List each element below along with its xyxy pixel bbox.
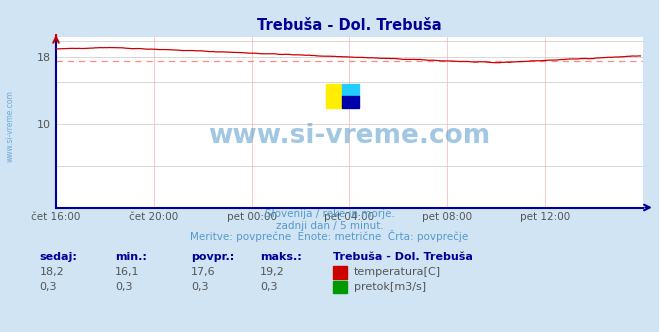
Text: 0,3: 0,3 [191,282,209,291]
Text: 0,3: 0,3 [40,282,57,291]
Text: povpr.:: povpr.: [191,252,235,262]
Text: 19,2: 19,2 [260,267,285,277]
Text: Slovenija / reke in morje.: Slovenija / reke in morje. [264,209,395,219]
Text: 0,3: 0,3 [115,282,133,291]
Text: maks.:: maks.: [260,252,302,262]
Text: sedaj:: sedaj: [40,252,77,262]
Bar [326,84,342,108]
Text: 0,3: 0,3 [260,282,278,291]
Text: Meritve: povprečne  Enote: metrične  Črta: povprečje: Meritve: povprečne Enote: metrične Črta:… [190,230,469,242]
Text: temperatura[C]: temperatura[C] [354,267,441,277]
Text: pretok[m3/s]: pretok[m3/s] [354,282,426,291]
Text: Trebuša - Dol. Trebuša: Trebuša - Dol. Trebuša [333,252,473,262]
Text: 18,2: 18,2 [40,267,65,277]
Text: min.:: min.: [115,252,147,262]
Text: www.si-vreme.com: www.si-vreme.com [208,123,490,149]
Bar [342,96,358,108]
Text: www.si-vreme.com: www.si-vreme.com [5,90,14,162]
Text: zadnji dan / 5 minut.: zadnji dan / 5 minut. [275,221,384,231]
Bar [342,84,358,96]
Text: 16,1: 16,1 [115,267,140,277]
Title: Trebuša - Dol. Trebuša: Trebuša - Dol. Trebuša [257,18,442,33]
Text: 17,6: 17,6 [191,267,215,277]
